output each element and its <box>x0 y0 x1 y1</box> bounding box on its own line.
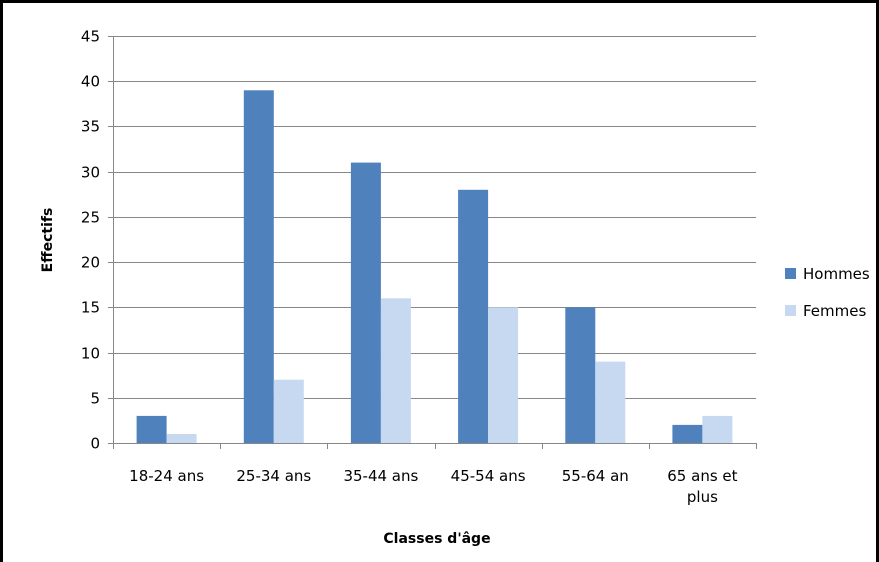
bar-hommes-2 <box>243 90 274 444</box>
bar-femmes-3 <box>380 298 411 443</box>
gridlines <box>113 36 756 399</box>
x-tick-label: 55-64 an <box>562 467 629 485</box>
x-tick-label: 65 ans et <box>667 467 737 485</box>
x-tick-label: 18-24 ans <box>129 467 204 485</box>
y-tick-label: 10 <box>81 345 100 363</box>
y-tick-label: 0 <box>90 435 100 453</box>
legend-swatch-femmes <box>785 305 796 316</box>
y-tick-label: 40 <box>81 73 100 91</box>
legend-label-hommes: Hommes <box>803 265 870 283</box>
x-axis-title: Classes d'âge <box>383 531 490 547</box>
bar-hommes-3 <box>350 162 381 443</box>
bar-hommes-6 <box>672 424 703 443</box>
y-tick-label: 45 <box>81 28 100 46</box>
x-tick-label: 25-34 ans <box>236 467 311 485</box>
bar-hommes-5 <box>565 307 596 443</box>
bar-femmes-2 <box>273 379 304 443</box>
y-axis-title: Effectifs <box>40 208 56 273</box>
bar-femmes-6 <box>702 415 733 443</box>
x-tick-label: 35-44 ans <box>343 467 418 485</box>
bar-femmes-5 <box>595 361 626 443</box>
legend-swatch-hommes <box>785 268 796 279</box>
x-axis-ticks: 18-24 ans 25-34 ans 35-44 ans 45-54 ans 55-6… <box>113 443 757 506</box>
x-tick-label: 45-54 ans <box>451 467 526 485</box>
y-tick-label: 35 <box>81 118 100 136</box>
y-tick-label: 30 <box>81 164 100 182</box>
y-tick-label: 20 <box>81 254 100 272</box>
y-tick-label: 25 <box>81 209 100 227</box>
bars <box>136 90 733 444</box>
bar-hommes-4 <box>458 189 489 443</box>
legend: Hommes Femmes <box>785 265 870 320</box>
legend-label-femmes: Femmes <box>803 302 866 320</box>
bar-femmes-1 <box>166 434 197 443</box>
y-axis-ticks: 0 5 10 15 20 25 30 35 40 45 <box>81 28 113 453</box>
x-tick-label: plus <box>687 488 718 506</box>
bar-femmes-4 <box>488 307 519 443</box>
bar-hommes-1 <box>136 415 167 443</box>
y-tick-label: 5 <box>90 390 100 408</box>
y-tick-label: 15 <box>81 299 100 317</box>
